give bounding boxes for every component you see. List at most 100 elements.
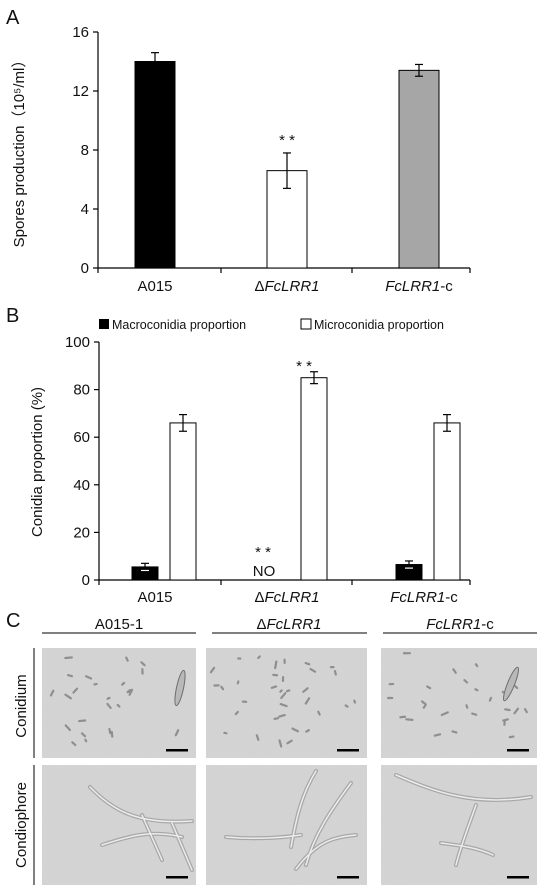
microconidium — [106, 702, 112, 710]
panel-b-ytick-label: 80 — [73, 382, 90, 399]
panel-c-letter: C — [6, 610, 20, 632]
micrograph-condiophore-3 — [381, 765, 537, 885]
microconidium — [273, 717, 280, 721]
microconidium — [502, 718, 509, 722]
microconidium — [304, 697, 311, 705]
panel-b-xlabel-pre: Δ — [254, 589, 264, 606]
micrograph-texture — [206, 648, 367, 758]
panel-a-ytick-label: 12 — [72, 83, 89, 100]
svg-text:Spores production（10⁵/ml）: Spores production（10⁵/ml） — [11, 53, 28, 248]
microconidium — [305, 729, 310, 733]
macroconidium — [174, 669, 186, 707]
scale-bar — [507, 876, 529, 879]
microconidium — [452, 668, 457, 674]
panel-b: B Macroconidia proportion Microconidia p… — [6, 305, 471, 606]
panel-b-bar-micro — [169, 422, 197, 581]
microconidium — [309, 667, 317, 673]
microconidium — [317, 710, 321, 716]
microconidium — [388, 682, 395, 686]
panel-a-ylabel-main: Spores production — [11, 126, 28, 248]
legend-macro-swatch — [99, 319, 109, 329]
micrograph-texture — [381, 765, 537, 885]
panel-c-column-header-italic: FcLRR1 — [426, 616, 481, 633]
panel-b-ytick-label: 100 — [65, 334, 90, 351]
microconidium — [488, 696, 493, 702]
microconidium — [329, 666, 335, 669]
panel-a-letter: A — [6, 7, 20, 29]
panel-a-ytick-label: 4 — [81, 201, 89, 218]
microconidium — [304, 661, 311, 666]
legend-micro-label: Microconidia proportion — [314, 318, 444, 332]
panel-a-ytick-label: 0 — [81, 260, 89, 277]
panel-c-column-header-italic: FcLRR1 — [267, 616, 322, 633]
panel-b-ytick-label: 20 — [73, 524, 90, 541]
microconidium — [440, 711, 449, 717]
microconidium — [451, 730, 458, 734]
microconidium — [279, 702, 288, 708]
microconidium — [353, 699, 357, 704]
hypha-highlight — [225, 834, 302, 840]
row-label-condiophore: Condiophore — [13, 782, 30, 868]
microconidium — [174, 729, 180, 737]
panel-b-bar-micro — [300, 377, 328, 581]
panel-b-xlabel: FcLRR1-c — [390, 589, 458, 606]
scale-bar — [337, 876, 359, 879]
microconidium — [66, 673, 74, 678]
microconidium — [433, 733, 442, 737]
microconidium — [405, 718, 414, 721]
panel-b-y-axis-label-wrap: Conidia proportion (%) — [29, 387, 46, 537]
microconidium — [110, 730, 114, 738]
microconidium — [291, 727, 300, 733]
microconidium — [108, 727, 112, 735]
microconidium — [71, 741, 77, 747]
microconidium — [213, 684, 220, 687]
panel-a-xlabel-pre: Δ — [254, 278, 264, 295]
micrograph-texture — [42, 648, 196, 758]
microconidium — [474, 663, 479, 668]
scale-bar — [507, 749, 529, 752]
microconidium — [220, 685, 225, 691]
micrograph-conidium-1 — [42, 648, 196, 758]
panel-a-bars — [134, 52, 440, 269]
panel-b-xlabel-italic: FcLRR1 — [390, 589, 445, 606]
panel-b-xlabel-post: -c — [445, 589, 458, 606]
microconidium — [237, 657, 242, 660]
microconidium — [421, 700, 427, 706]
microconidium — [257, 655, 261, 660]
panel-a-significance: * * — [279, 132, 295, 149]
panel-c: C A015-1 ΔFcLRR1 FcLRR1-c Conidium Condiop… — [6, 610, 537, 885]
panel-b-xlabel-post: A015 — [137, 589, 172, 606]
hypha-highlight — [305, 782, 352, 866]
panel-c-column-header-pre: Δ — [256, 616, 266, 633]
micrograph-texture — [42, 765, 196, 885]
microconidium — [402, 652, 412, 655]
microconidium — [474, 688, 479, 692]
microconidium — [463, 679, 469, 684]
scale-bar — [337, 749, 359, 752]
microconidium — [72, 687, 79, 694]
microconidium — [84, 738, 88, 743]
panel-b-ytick-label: 40 — [73, 477, 90, 494]
microconidium — [333, 669, 337, 676]
microconidium — [49, 689, 55, 697]
microconidium — [93, 682, 98, 686]
panel-a-ytick-label: 8 — [81, 142, 89, 159]
macroconidium — [503, 666, 519, 702]
panel-a-y-axis-label: Spores production（10⁵/ml） — [11, 53, 28, 248]
hypha-highlight — [290, 770, 317, 848]
microconidium — [471, 712, 478, 716]
microconidium — [106, 696, 111, 700]
microconidium — [523, 708, 528, 714]
microconidium — [234, 710, 239, 716]
microconidium — [508, 735, 515, 739]
microconidium — [280, 692, 287, 700]
panel-a-bar — [134, 61, 176, 269]
microconidium — [140, 661, 146, 667]
micrograph-condiophore-1 — [42, 765, 196, 885]
panel-a-xlabel-italic: FcLRR1 — [385, 278, 440, 295]
panel-b-bar-micro — [433, 422, 461, 581]
microconidium — [504, 708, 511, 712]
microconidium — [209, 666, 216, 674]
panel-b-ytick-label: 60 — [73, 429, 90, 446]
microconidium — [84, 675, 93, 680]
